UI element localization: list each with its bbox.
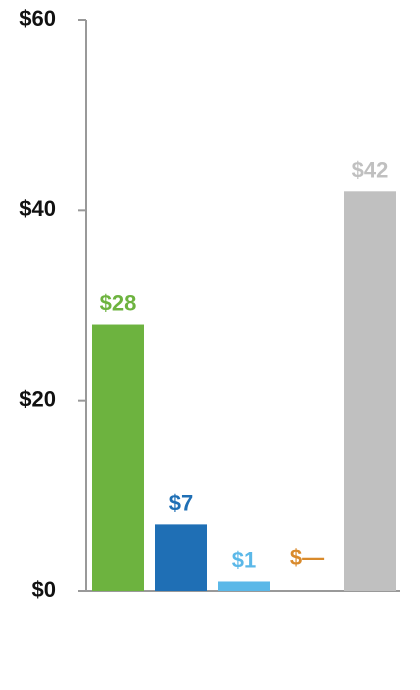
data-labels: $28 $7 $1 $— $42 (100, 157, 389, 572)
y-ticks: $0 $20 $40 $60 (19, 6, 86, 602)
bar (92, 324, 144, 591)
y-tick-label: $60 (19, 6, 56, 31)
bar (344, 191, 396, 592)
bar-value-label: $42 (352, 157, 389, 182)
y-tick-label: $20 (19, 386, 56, 411)
bar-value-label: $— (290, 545, 324, 570)
y-tick-label: $0 (32, 577, 56, 602)
bar (155, 524, 207, 591)
bar-value-label: $1 (232, 547, 256, 572)
bars (92, 191, 396, 592)
bar (218, 581, 270, 591)
y-tick-label: $40 (19, 196, 56, 221)
bar-value-label: $28 (100, 291, 137, 316)
bar-value-label: $7 (169, 490, 193, 515)
